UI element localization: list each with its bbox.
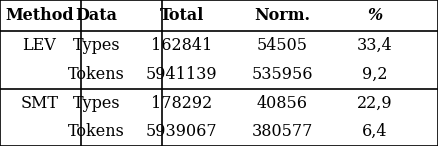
Text: %: % bbox=[367, 7, 382, 24]
Text: 6,4: 6,4 bbox=[362, 123, 387, 140]
Text: Tokens: Tokens bbox=[68, 123, 125, 140]
Text: SMT: SMT bbox=[21, 94, 58, 112]
Text: Data: Data bbox=[75, 7, 117, 24]
Text: 380577: 380577 bbox=[252, 123, 313, 140]
Text: Types: Types bbox=[73, 94, 120, 112]
Text: 9,2: 9,2 bbox=[362, 66, 387, 83]
Text: 162841: 162841 bbox=[151, 37, 212, 54]
Text: 22,9: 22,9 bbox=[357, 94, 392, 112]
Text: 40856: 40856 bbox=[257, 94, 308, 112]
Text: 54505: 54505 bbox=[257, 37, 308, 54]
Text: LEV: LEV bbox=[22, 37, 57, 54]
Text: 5939067: 5939067 bbox=[146, 123, 218, 140]
Text: Tokens: Tokens bbox=[68, 66, 125, 83]
Text: Total: Total bbox=[159, 7, 204, 24]
Text: 5941139: 5941139 bbox=[146, 66, 218, 83]
Text: 535956: 535956 bbox=[252, 66, 313, 83]
Text: 178292: 178292 bbox=[151, 94, 212, 112]
Text: 33,4: 33,4 bbox=[357, 37, 392, 54]
Text: Types: Types bbox=[73, 37, 120, 54]
Text: Method: Method bbox=[5, 7, 74, 24]
Text: Norm.: Norm. bbox=[254, 7, 311, 24]
